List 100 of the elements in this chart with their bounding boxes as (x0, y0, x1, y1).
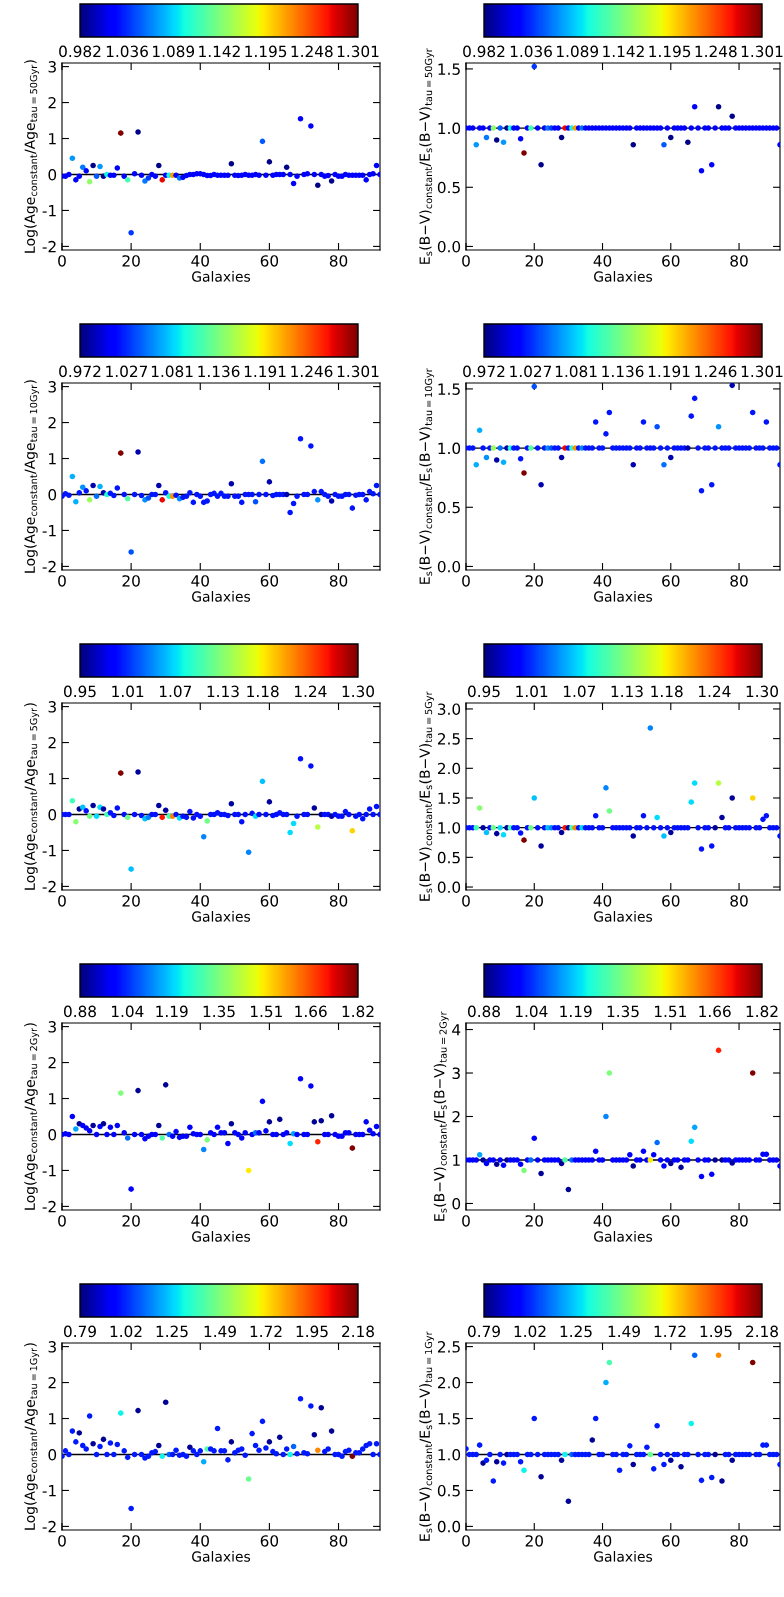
y-tick-label: 0 (48, 1448, 57, 1461)
y-tick-label: 3 (452, 1067, 460, 1080)
color-bar-label: 1.24 (699, 685, 731, 697)
y-tick-label: 2 (48, 1057, 56, 1069)
y-tick-label: 1.5 (438, 383, 460, 395)
y-tick-label: 3.0 (438, 703, 461, 715)
x-tick-label: 0 (462, 895, 470, 907)
x-tick-label: 80 (329, 1535, 348, 1547)
x-tick-label: 80 (329, 1215, 348, 1227)
x-tick-label: 80 (329, 575, 348, 587)
x-tick-label: 0 (58, 1535, 66, 1547)
y-tick-label: 1 (49, 773, 56, 785)
color-bar-label: 1.13 (207, 685, 239, 698)
y-tick-label: 1 (49, 133, 56, 145)
color-bar-label: 1.081 (555, 365, 597, 378)
y-tick-label: -2 (42, 1200, 56, 1213)
color-bar-label: 1.136 (198, 365, 240, 378)
color-bar-label: 1.195 (649, 45, 691, 58)
color-bar-label: 1.30 (746, 685, 778, 698)
color-bar-label: 1.30 (342, 685, 374, 698)
x-tick-label: 20 (122, 575, 140, 587)
x-tick-label: 40 (593, 1215, 612, 1227)
color-bar-label: 1.01 (516, 685, 548, 698)
x-tick-label: 80 (329, 895, 348, 907)
color-bar-label: 1.25 (560, 1325, 592, 1338)
y-axis-title: E$_{s}$(B−V)$_{constant}$/E$_{s}$(B−V)$_{tau=10Gyr}$ (419, 368, 435, 584)
y-tick-label: 2 (48, 417, 56, 429)
x-axis-title: Galaxies (192, 1231, 251, 1242)
color-bar-label: 1.02 (514, 1325, 546, 1338)
color-bar-label: 1.49 (608, 1325, 640, 1338)
color-bar-label: 1.72 (654, 1325, 686, 1337)
color-bar-label: 0.982 (59, 45, 101, 58)
color-bar-label: 1.18 (651, 685, 683, 698)
x-axis-title: Galaxies (594, 1231, 653, 1242)
y-tick-label: -2 (42, 1520, 56, 1533)
color-bar-label: 1.01 (112, 685, 144, 698)
y-tick-label: 0.5 (437, 501, 460, 514)
y-tick-label: 0.5 (437, 851, 460, 864)
y-tick-label: 1.0 (438, 822, 461, 834)
x-tick-label: 80 (329, 255, 348, 267)
x-tick-label: 40 (593, 575, 612, 587)
y-tick-label: -1 (42, 205, 56, 217)
color-bar-label: 1.191 (244, 365, 286, 378)
y-tick-label: 1 (49, 1093, 56, 1105)
color-bar-label: 1.081 (151, 365, 193, 378)
x-tick-label: 60 (662, 575, 680, 587)
x-axis-title: Galaxies (192, 591, 251, 602)
color-bar-label: 1.07 (563, 685, 596, 698)
color-bar-label: 1.66 (295, 1005, 327, 1018)
color-bar-label: 1.19 (560, 1005, 592, 1018)
color-bar-label: 1.66 (699, 1005, 731, 1018)
color-bar-label: 1.19 (156, 1005, 188, 1018)
y-tick-label: 2.5 (437, 1341, 460, 1353)
y-axis-title: Log(Age$_{constant}$/Age$_{tau=10Gyr}$) (24, 380, 40, 573)
y-tick-label: 2.5 (437, 733, 460, 745)
color-bar-label: 1.246 (695, 365, 737, 378)
x-tick-label: 40 (191, 255, 209, 267)
x-axis-title: Galaxies (192, 271, 251, 282)
x-tick-label: 0 (58, 895, 66, 907)
x-tick-label: 20 (525, 1215, 543, 1227)
y-tick-label: 2 (48, 737, 56, 749)
x-tick-label: 40 (191, 895, 209, 907)
color-bar-label: 0.982 (463, 45, 505, 58)
y-tick-label: 0.0 (437, 1520, 461, 1533)
color-bar-label: 1.35 (203, 1005, 235, 1018)
x-tick-label: 20 (122, 255, 140, 267)
y-tick-label: -1 (42, 525, 56, 537)
y-tick-label: 1.5 (438, 792, 460, 805)
y-tick-label: 0.0 (437, 881, 461, 894)
y-tick-label: 2 (48, 97, 56, 109)
x-tick-label: 60 (260, 575, 279, 587)
color-bar-label: 2.18 (342, 1325, 374, 1338)
x-tick-label: 40 (191, 1535, 209, 1547)
y-tick-label: 3 (48, 701, 56, 713)
x-axis-title: Galaxies (594, 1551, 653, 1562)
color-bar-label: 2.18 (746, 1325, 778, 1338)
x-axis-title: Galaxies (192, 911, 251, 922)
y-tick-label: 2.0 (437, 1377, 461, 1389)
y-tick-label: 0.0 (437, 240, 461, 253)
x-tick-label: 80 (730, 895, 748, 907)
color-bar-label: 1.95 (296, 1325, 328, 1338)
y-tick-label: 1 (49, 453, 56, 465)
x-tick-label: 20 (525, 255, 543, 267)
color-bar-label: 1.82 (342, 1005, 374, 1018)
y-tick-label: 0 (48, 808, 57, 821)
y-tick-label: 3 (48, 1341, 56, 1353)
color-bar-label: 1.142 (199, 45, 240, 57)
color-bar-label: 1.95 (700, 1325, 732, 1338)
color-bar-label: 1.301 (337, 365, 379, 378)
y-tick-label: 2 (452, 1110, 460, 1123)
x-axis-title: Galaxies (192, 1551, 251, 1562)
color-bar-label: 1.25 (156, 1325, 188, 1338)
y-tick-label: 3 (48, 61, 56, 73)
y-tick-label: 0 (48, 488, 57, 501)
color-bar-label: 1.036 (106, 45, 148, 58)
x-tick-label: 20 (122, 1215, 140, 1227)
y-tick-label: 2 (48, 1377, 56, 1389)
x-tick-label: 20 (122, 895, 140, 907)
color-bar-label: 1.248 (291, 45, 333, 58)
x-tick-label: 40 (593, 255, 612, 267)
